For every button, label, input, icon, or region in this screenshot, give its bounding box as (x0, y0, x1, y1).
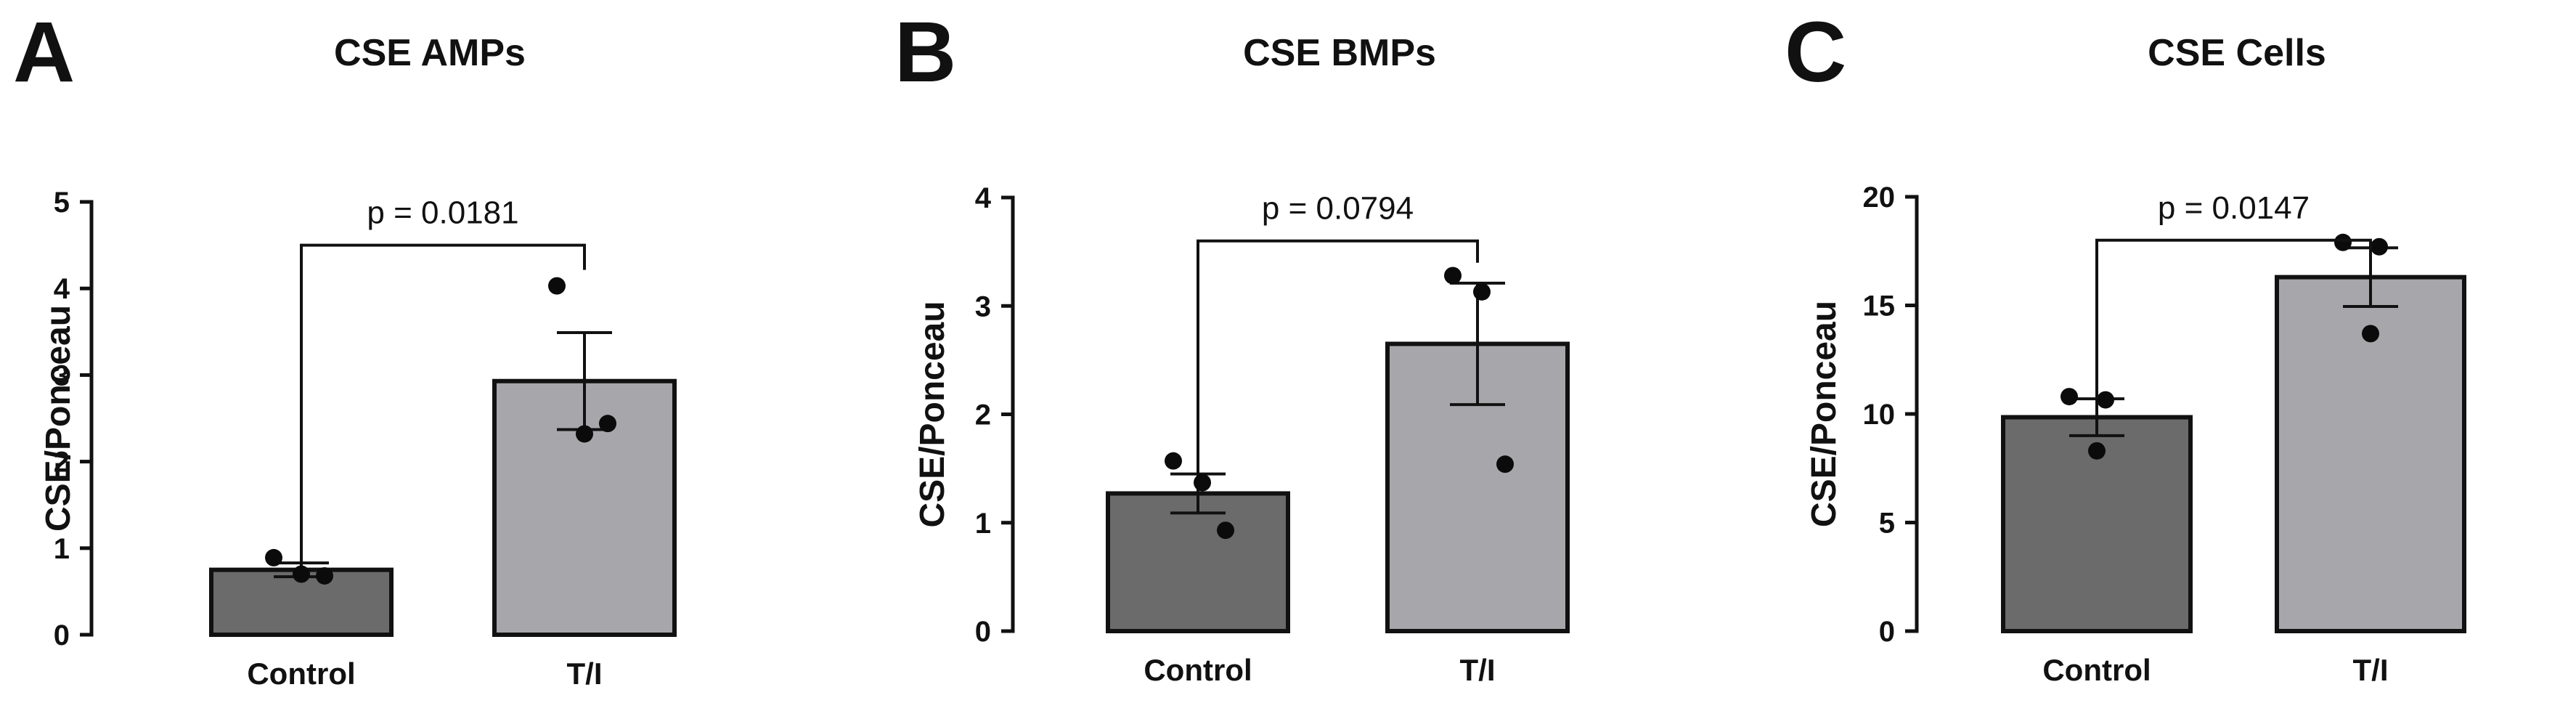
data-point (548, 277, 566, 295)
p-value-label: p = 0.0147 (2158, 190, 2310, 226)
y-tick-label: 15 (1863, 290, 1896, 322)
panel-letter: A (13, 4, 75, 100)
y-tick-label: 3 (975, 290, 991, 322)
y-tick-label: 1 (975, 508, 991, 540)
y-tick-label: 2 (54, 447, 70, 479)
x-tick-label: Control (1144, 653, 1252, 687)
y-tick-label: 20 (1863, 182, 1896, 214)
data-point (1444, 267, 1462, 285)
significance-bracket (2095, 238, 2372, 399)
p-value-label: p = 0.0181 (367, 195, 518, 231)
y-tick-label: 3 (54, 359, 70, 391)
y-tick-label: 2 (975, 399, 991, 431)
panel-c: C CSE Cells CSE/Ponceau 0 5 10 15 20 Control T/I p… (1785, 4, 2466, 687)
data-point (1473, 283, 1491, 301)
chart-title: CSE AMPs (334, 32, 526, 74)
y-axis-label: CSE/Ponceau (913, 301, 952, 527)
x-tick-label: Control (2042, 653, 2151, 687)
x-tick-label: T/I (2353, 653, 2389, 687)
y-tick-label: 4 (975, 182, 992, 214)
data-point (2334, 233, 2352, 251)
data-point (2371, 237, 2388, 256)
y-tick-label: 0 (975, 616, 991, 648)
data-point (1496, 455, 1514, 474)
data-point (599, 415, 616, 433)
x-tick-label: T/I (1460, 653, 1496, 687)
significance-bracket (300, 243, 586, 564)
bar-control (1106, 491, 1290, 634)
panel-letter: B (894, 4, 956, 100)
y-tick-label: 1 (54, 533, 70, 565)
p-value-label: p = 0.0794 (1262, 191, 1414, 227)
chart-title: CSE Cells (2148, 32, 2326, 74)
y-tick-label: 4 (54, 273, 70, 305)
significance-bracket (1197, 239, 1479, 474)
panel-letter: C (1785, 4, 1846, 100)
data-point (2097, 391, 2114, 409)
y-axis-label: CSE/Ponceau (1805, 301, 1843, 527)
data-point (1165, 452, 1182, 470)
data-point (293, 565, 310, 583)
y-tick-label: 0 (1879, 616, 1895, 648)
data-point (265, 548, 282, 566)
y-tick-label: 0 (54, 619, 70, 651)
y-tick-label: 5 (1879, 508, 1895, 540)
data-point (1194, 474, 1211, 492)
panel-a: A CSE AMPs CSE/Ponceau 0 1 2 3 4 5 Control T/I p = … (13, 4, 677, 691)
data-point (2362, 325, 2379, 343)
y-axis-label: CSE/Ponceau (39, 305, 78, 532)
x-tick-label: T/I (567, 657, 603, 691)
data-point (576, 425, 593, 443)
y-tick-label: 10 (1863, 399, 1896, 431)
chart-title: CSE BMPs (1243, 32, 1436, 74)
data-point (2088, 442, 2106, 460)
panel-b: B CSE BMPs CSE/Ponceau 0 1 2 3 4 Control T/I p = 0… (894, 4, 1570, 687)
y-tick-label: 5 (54, 187, 70, 219)
data-point (1217, 521, 1234, 540)
data-point (316, 566, 333, 585)
data-point (2061, 388, 2078, 406)
x-tick-label: Control (247, 657, 355, 691)
